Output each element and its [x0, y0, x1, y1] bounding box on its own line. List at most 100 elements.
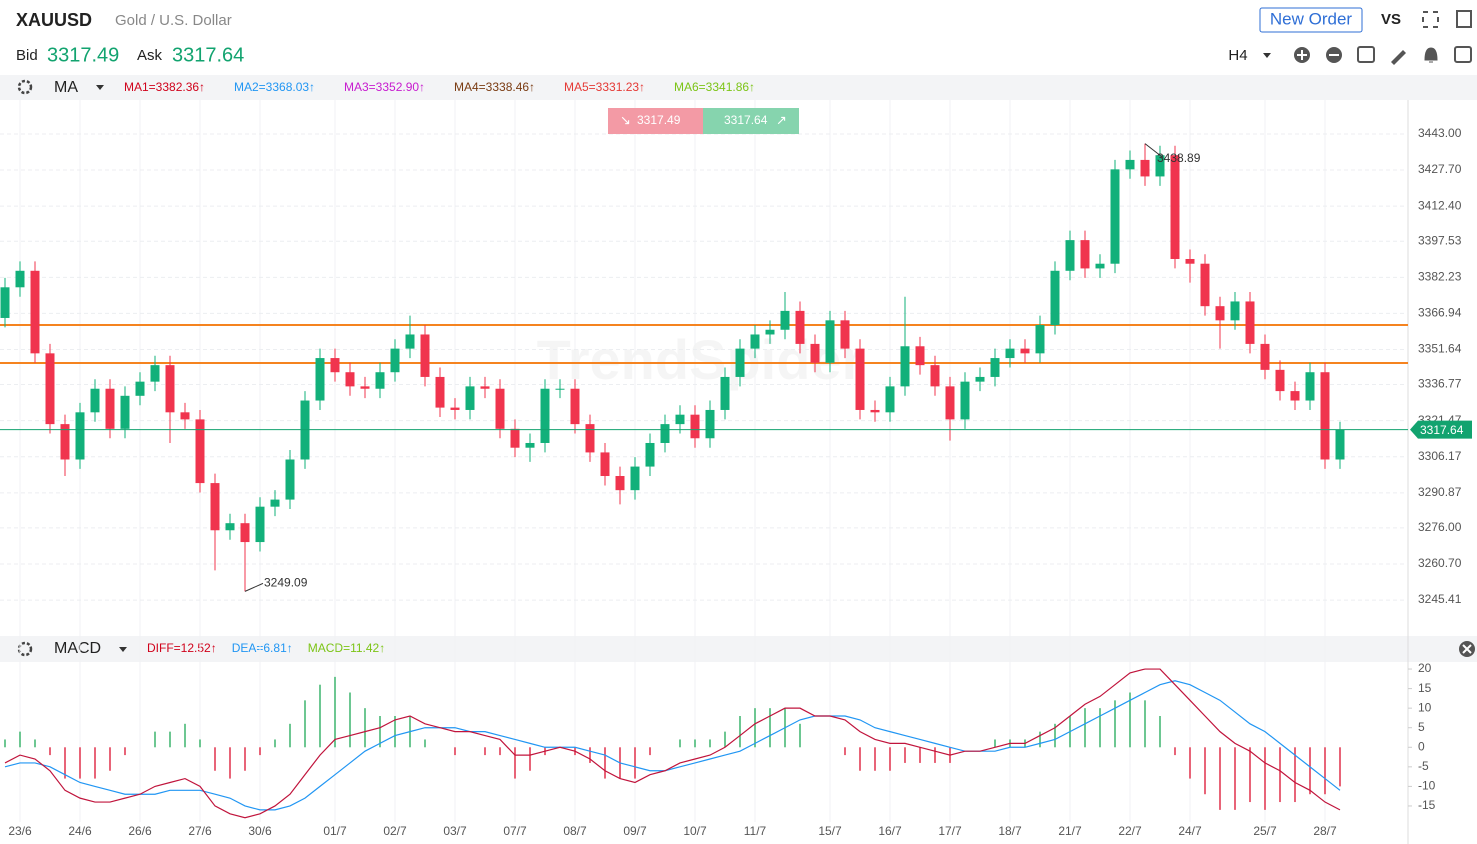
candle-body [405, 334, 415, 349]
buy-button[interactable] [703, 108, 799, 134]
macd-tick-label: -15 [1418, 798, 1436, 812]
candle-body [1005, 348, 1015, 359]
candle-body [375, 372, 385, 389]
candle-body [900, 346, 910, 387]
candle-body [45, 353, 55, 425]
candle-body [150, 365, 160, 382]
candle-body [960, 381, 970, 420]
bid-label: Bid [16, 47, 38, 64]
x-tick-label: 01/7 [323, 824, 347, 838]
x-tick-label: 25/7 [1253, 824, 1277, 838]
x-tick-label: 10/7 [683, 824, 707, 838]
candle-body [705, 409, 715, 439]
candle-body [1230, 301, 1240, 321]
x-tick-label: 08/7 [563, 824, 587, 838]
vs-button[interactable]: VS [1381, 11, 1401, 28]
alert-icon[interactable] [1424, 47, 1438, 63]
x-tick-label: 16/7 [878, 824, 902, 838]
candle-body [660, 424, 670, 443]
candle-body [345, 372, 355, 387]
y-tick-label: 3306.17 [1418, 449, 1462, 463]
x-tick-label: 24/6 [68, 824, 92, 838]
timeframe[interactable]: H4 [1228, 47, 1247, 64]
price-badge-label: 3317.64 [1420, 423, 1464, 437]
candle-body [1095, 263, 1105, 269]
new-order-button[interactable] [1259, 7, 1363, 33]
y-tick-label: 3382.23 [1418, 269, 1462, 283]
macd-settings-icon[interactable] [17, 641, 33, 657]
candle-body [90, 388, 100, 413]
diff-line [4, 668, 1341, 819]
macd-indicator[interactable]: MACD [54, 640, 101, 657]
ma-value: MA4=3338.46↑ [454, 80, 535, 94]
candle-body [270, 499, 280, 507]
buy-arrow: ↗ [776, 112, 787, 127]
candle-body [1080, 240, 1090, 269]
ask-price: 3317.64 [172, 44, 244, 66]
fullscreen-icon[interactable] [1422, 11, 1439, 28]
x-tick-label: 09/7 [623, 824, 647, 838]
y-tick-label: 3245.41 [1418, 592, 1462, 606]
draw-icon[interactable] [1391, 50, 1406, 65]
candle-body [15, 270, 25, 288]
candle-body [510, 428, 520, 448]
candle-body [195, 419, 205, 484]
candle-body [240, 523, 250, 543]
chart-layer: MA1=3382.36↑ MA2=3368.03↑ MA3=3352.90↑ MA4=… [0, 80, 1472, 838]
sell-price: 3317.49 [637, 113, 681, 127]
ma-toolbar [0, 75, 1477, 100]
candle-body [795, 310, 805, 344]
candle-body [135, 381, 145, 396]
candle-body [780, 310, 790, 330]
candle-body [315, 358, 325, 401]
layout-icon[interactable] [1357, 46, 1375, 63]
macd-toolbar [0, 636, 1477, 662]
buy-price: 3317.64 [724, 113, 768, 127]
candle-body [870, 409, 880, 413]
ma-dropdown[interactable] [96, 85, 104, 90]
candle-body [390, 348, 400, 373]
macd-value: MACD=11.42↑ [308, 641, 385, 655]
candle-body [840, 320, 850, 349]
ma-value: MA1=3382.36↑ [124, 80, 205, 94]
candle-body [945, 386, 955, 420]
candle-body [930, 365, 940, 387]
indicator-icon[interactable] [1454, 46, 1472, 63]
x-tick-label: 23/6 [8, 824, 32, 838]
macd-tick-label: 5 [1418, 720, 1425, 734]
y-tick-label: 3351.64 [1418, 342, 1462, 356]
ma-indicator[interactable]: MA [54, 79, 78, 96]
macd-dropdown[interactable] [119, 647, 127, 652]
candle-body [1110, 169, 1120, 264]
y-tick-label: 3366.94 [1418, 306, 1462, 320]
candle-body [1290, 391, 1300, 401]
candle-body [1140, 159, 1150, 177]
candle-body [1065, 240, 1075, 271]
candle-body [1305, 372, 1315, 401]
macd-value: DIFF=12.52↑ [147, 641, 217, 655]
candle-body [855, 348, 865, 410]
high-marker [1144, 143, 1164, 159]
price-badge [1410, 420, 1472, 439]
candle-body [435, 376, 445, 408]
sell-button[interactable] [608, 108, 703, 134]
y-tick-label: 3336.77 [1418, 377, 1462, 391]
ask-label: Ask [137, 47, 163, 64]
timeframe-dropdown[interactable] [1263, 53, 1271, 58]
ma-settings-icon[interactable] [17, 79, 33, 95]
candle-body [1035, 325, 1045, 354]
close-icon[interactable] [1456, 10, 1472, 28]
candle-body [600, 452, 610, 477]
candle-body [615, 476, 625, 491]
candle-body [1335, 429, 1345, 460]
macd-tick-label: 10 [1418, 700, 1432, 714]
macd-value: DEA=6.81↑ [232, 641, 293, 655]
candle-body [570, 388, 580, 425]
macd-tick-label: 20 [1418, 661, 1432, 675]
candle-body [1275, 369, 1285, 392]
candle-body [1020, 348, 1030, 354]
y-tick-label: 3260.70 [1418, 556, 1462, 570]
candle-body [540, 388, 550, 443]
